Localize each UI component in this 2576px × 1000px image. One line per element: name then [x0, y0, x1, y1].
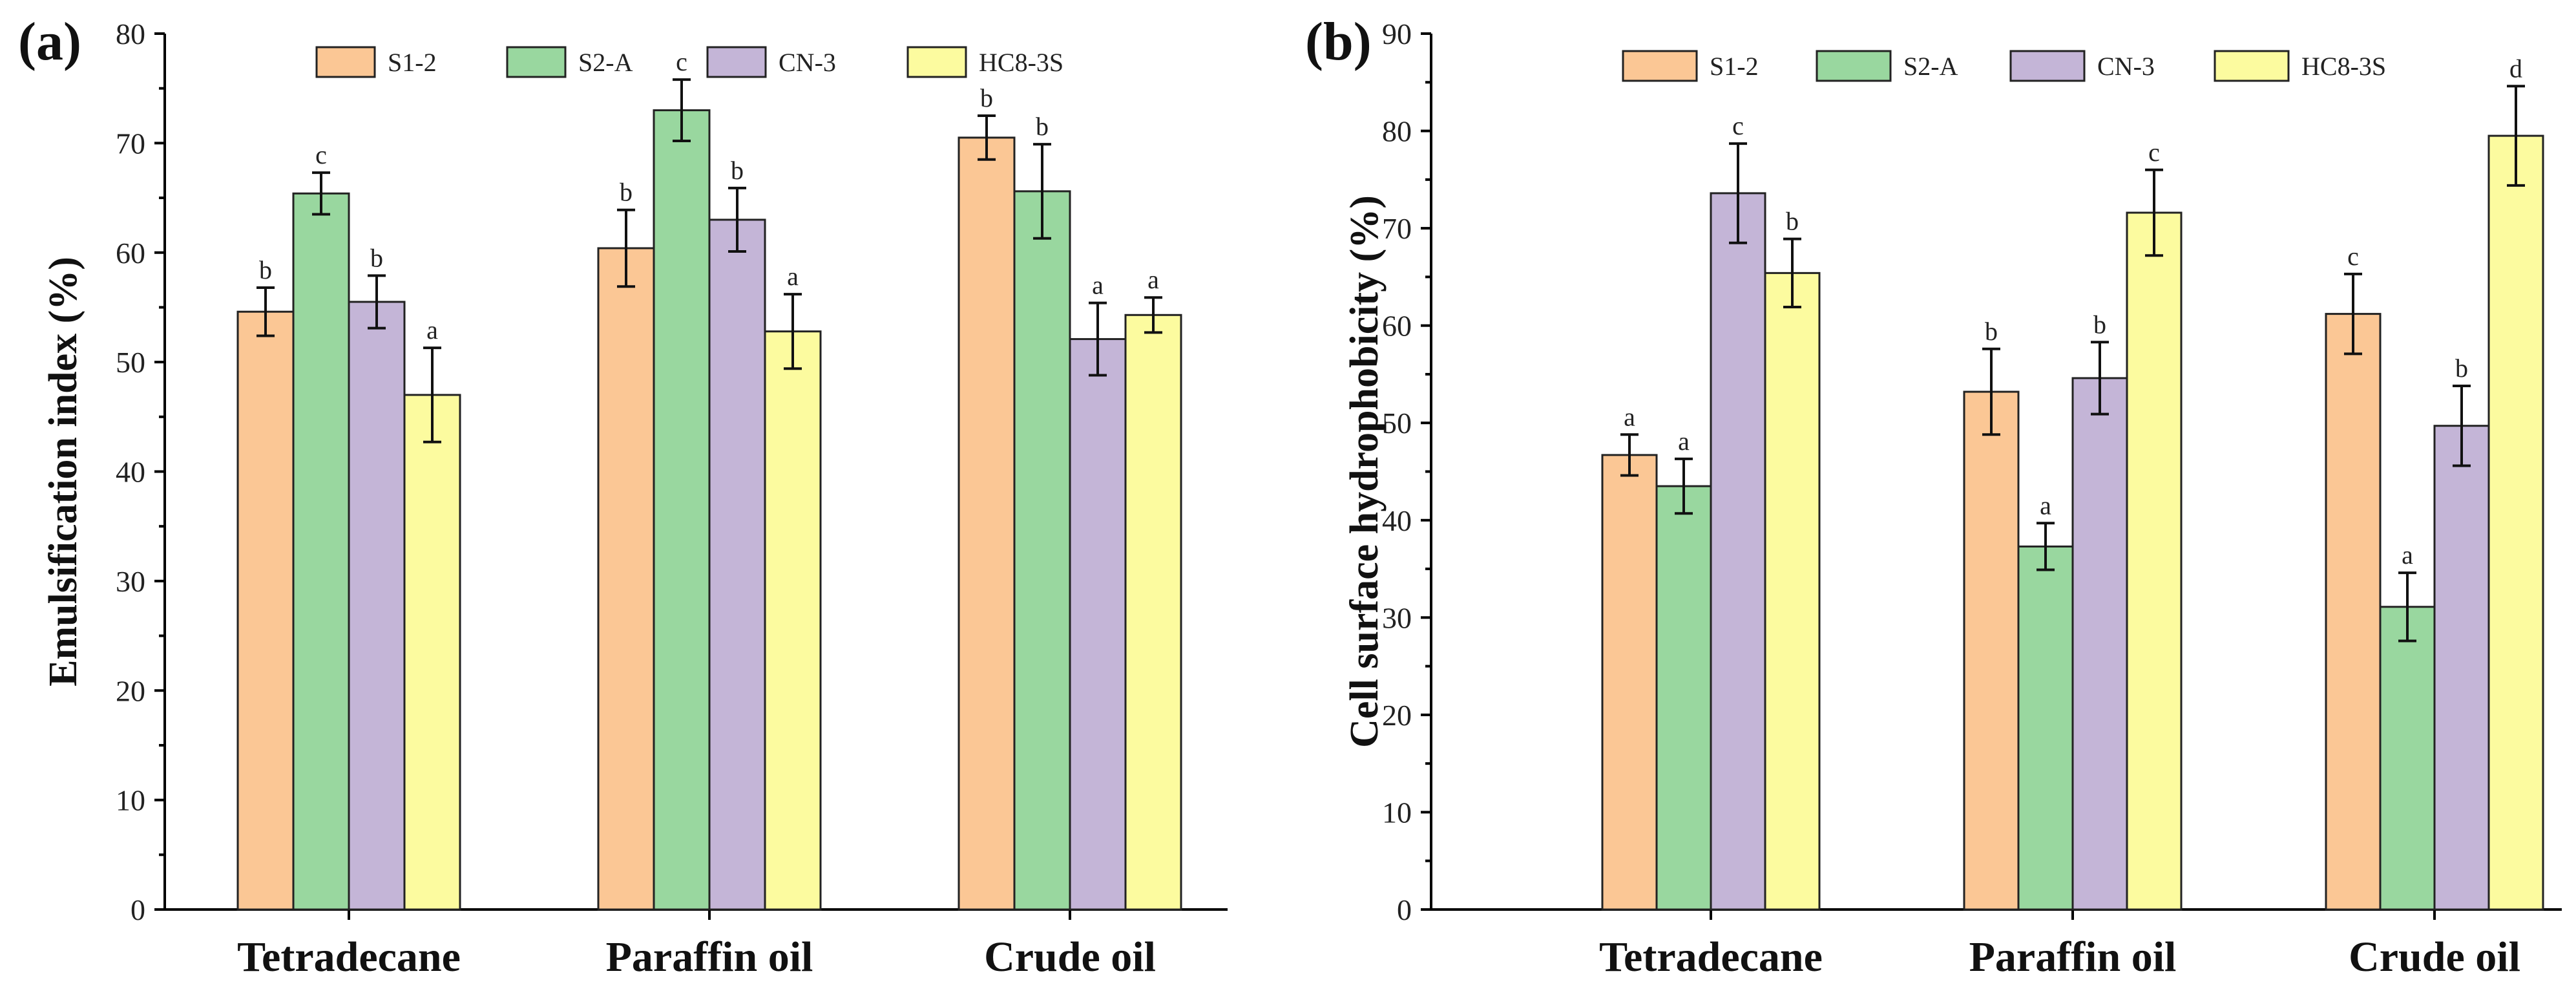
- bar: [764, 330, 822, 911]
- significance-letter: b: [2455, 354, 2468, 383]
- legend-entry: S1-2: [388, 48, 437, 77]
- y-tick-label: 50: [116, 346, 145, 379]
- y-tick-label: 80: [116, 17, 145, 50]
- bar: [597, 247, 655, 911]
- y-tick-label: 50: [1382, 407, 1412, 440]
- legend-swatch: [2214, 50, 2290, 82]
- legend-swatch: [315, 46, 376, 78]
- chart-panel-a: (a) Emulsification index (%) 0 10 20 30 40 50 60…: [18, 12, 1228, 981]
- y-tick-label: 30: [116, 565, 145, 598]
- legend-swatch: [906, 46, 967, 78]
- bar: [2071, 377, 2128, 911]
- legend-swatch: [2009, 50, 2086, 82]
- panel-label: (b): [1305, 12, 1372, 72]
- legend-entry: CN-3: [779, 48, 836, 77]
- y-tick-label: 0: [1397, 893, 1412, 926]
- legend-entry: CN-3: [2097, 52, 2155, 81]
- significance-letter: c: [676, 47, 687, 76]
- significance-letter: a: [2040, 491, 2051, 520]
- bar: [1963, 390, 2020, 911]
- y-tick-label: 40: [1382, 504, 1412, 537]
- y-tick-label: 90: [1382, 17, 1412, 50]
- y-tick-label: 60: [1382, 310, 1412, 343]
- significance-letter: b: [1985, 317, 1998, 346]
- y-tick-label: 20: [116, 674, 145, 707]
- bar: [1601, 454, 1658, 911]
- y-tick-label: 30: [1382, 601, 1412, 634]
- y-tick-label: 10: [116, 784, 145, 817]
- x-category-label: Paraffin oil: [1969, 933, 2177, 981]
- bar: [1710, 192, 1766, 911]
- y-tick-label: 80: [1382, 115, 1412, 148]
- legend-swatch: [1816, 50, 1892, 82]
- y-tick-label: 0: [131, 893, 145, 926]
- legend-entry: S2-A: [1903, 52, 1958, 81]
- bar: [2017, 545, 2074, 911]
- legend-swatch: [1622, 50, 1698, 82]
- legend-entry: S2-A: [578, 48, 633, 77]
- significance-letter: b: [259, 255, 272, 284]
- significance-letter: c: [2347, 242, 2359, 271]
- y-axis-label: Cell surface hydrophobicity (%): [1343, 195, 1387, 748]
- significance-letter: c: [1732, 111, 1744, 140]
- x-category-label: Tetradecane: [1599, 933, 1823, 981]
- significance-letter: b: [1786, 207, 1799, 236]
- significance-letter: b: [2093, 310, 2106, 339]
- legend-entry: HC8-3S: [2301, 52, 2386, 81]
- significance-letter: c: [2148, 138, 2160, 167]
- bar: [653, 109, 711, 911]
- bar: [1069, 338, 1127, 911]
- y-tick-label: 10: [1382, 796, 1412, 829]
- x-category-label: Crude oil: [984, 933, 1156, 981]
- bar: [708, 218, 766, 911]
- y-tick-label: 70: [1382, 212, 1412, 245]
- x-category-label: Tetradecane: [237, 933, 461, 981]
- bar: [2433, 425, 2490, 911]
- legend-entry: S1-2: [1710, 52, 1759, 81]
- significance-letter: a: [1678, 427, 1690, 456]
- significance-letter: b: [1036, 112, 1049, 141]
- significance-letter: b: [980, 83, 993, 112]
- x-category-label: Paraffin oil: [606, 933, 813, 981]
- bar: [1013, 190, 1071, 911]
- bar: [1124, 314, 1182, 911]
- significance-letter: b: [370, 243, 383, 272]
- panel-label: (a): [18, 12, 81, 72]
- y-tick-label: 40: [116, 456, 145, 489]
- x-category-label: Crude oil: [2349, 933, 2520, 981]
- bar: [2126, 211, 2183, 911]
- significance-letter: c: [315, 140, 327, 169]
- significance-letter: b: [620, 178, 633, 207]
- significance-letter: b: [731, 156, 744, 185]
- y-tick-label: 70: [116, 127, 145, 160]
- bar: [2487, 134, 2544, 911]
- significance-letter: a: [426, 315, 438, 345]
- y-axis-label: Emulsification index (%): [41, 257, 85, 686]
- significance-letter: a: [1092, 271, 1104, 300]
- y-tick-label: 20: [1382, 699, 1412, 732]
- significance-letter: a: [1624, 402, 1635, 431]
- bar: [2325, 313, 2382, 911]
- chart-panel-b: (b) Cell surface hydrophobicity (%) 0 10 20 3…: [1305, 12, 2562, 981]
- bar: [1764, 271, 1821, 911]
- significance-letter: a: [2402, 540, 2413, 569]
- legend-entry: HC8-3S: [979, 48, 1063, 77]
- bar: [403, 394, 461, 911]
- bar: [958, 136, 1016, 911]
- significance-letter: d: [2509, 54, 2522, 83]
- legend-swatch: [506, 46, 567, 78]
- legend-swatch: [706, 46, 767, 78]
- bar: [2379, 606, 2436, 911]
- y-tick-label: 60: [116, 237, 145, 270]
- significance-letter: a: [787, 262, 799, 291]
- bar: [1655, 485, 1712, 911]
- bar: [236, 310, 295, 911]
- bar: [348, 301, 406, 911]
- significance-letter: a: [1147, 265, 1159, 294]
- bar: [292, 192, 350, 911]
